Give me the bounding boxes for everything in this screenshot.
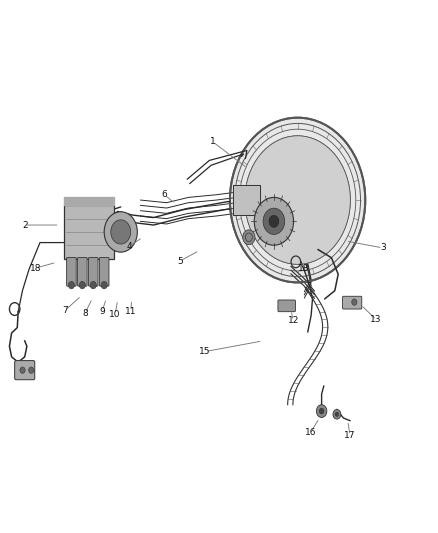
- Text: 18: 18: [30, 264, 41, 272]
- Circle shape: [111, 220, 131, 244]
- Circle shape: [319, 408, 324, 414]
- Circle shape: [335, 412, 339, 416]
- Circle shape: [90, 281, 96, 289]
- FancyBboxPatch shape: [99, 257, 109, 286]
- Text: 6: 6: [162, 190, 167, 199]
- Text: 13: 13: [371, 315, 382, 324]
- Circle shape: [28, 367, 34, 373]
- Circle shape: [269, 215, 279, 227]
- Text: 1: 1: [209, 137, 215, 146]
- Text: 3: 3: [380, 244, 385, 253]
- Circle shape: [254, 197, 293, 245]
- Circle shape: [243, 230, 255, 245]
- Text: 9: 9: [99, 307, 105, 316]
- Text: 12: 12: [287, 316, 299, 325]
- Text: 8: 8: [82, 309, 88, 318]
- Circle shape: [263, 208, 285, 235]
- Circle shape: [245, 233, 252, 241]
- FancyBboxPatch shape: [278, 300, 295, 312]
- Circle shape: [20, 367, 25, 373]
- FancyBboxPatch shape: [78, 257, 87, 286]
- Text: 11: 11: [125, 307, 137, 316]
- Circle shape: [104, 212, 138, 252]
- FancyBboxPatch shape: [64, 205, 114, 259]
- Text: 16: 16: [305, 428, 316, 437]
- Circle shape: [352, 299, 357, 305]
- Polygon shape: [233, 185, 265, 215]
- Text: 7: 7: [63, 305, 68, 314]
- Circle shape: [316, 405, 327, 417]
- Circle shape: [68, 281, 74, 289]
- Text: 5: 5: [177, 257, 183, 265]
- FancyBboxPatch shape: [343, 296, 362, 309]
- Text: 15: 15: [199, 347, 211, 356]
- Text: 17: 17: [344, 431, 356, 440]
- Circle shape: [79, 281, 85, 289]
- Circle shape: [101, 281, 107, 289]
- Circle shape: [230, 118, 365, 282]
- Text: 2: 2: [22, 221, 28, 230]
- Circle shape: [245, 136, 350, 264]
- Circle shape: [333, 409, 341, 419]
- Text: 4: 4: [127, 242, 132, 251]
- FancyBboxPatch shape: [67, 257, 76, 286]
- FancyBboxPatch shape: [14, 361, 35, 379]
- FancyBboxPatch shape: [88, 257, 98, 286]
- Text: 10: 10: [110, 310, 121, 319]
- Text: 18: 18: [298, 264, 310, 272]
